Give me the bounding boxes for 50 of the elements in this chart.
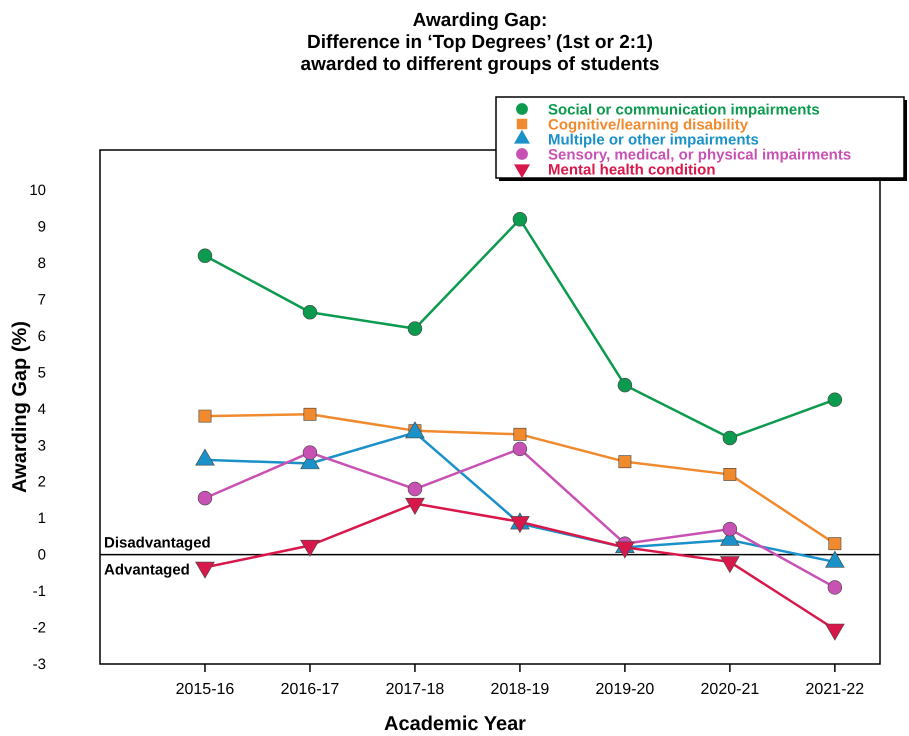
x-tick-label: 2017-18 [386,681,444,698]
x-tick-label: 2019-20 [596,681,654,698]
y-tick-label: 5 [38,364,46,382]
legend-label: Social or communication impairments [548,102,820,118]
point [512,442,528,456]
y-tick-label: -3 [32,656,46,673]
x-tick-label: 2021-22 [806,681,864,698]
x-tick-label: 2015-16 [176,681,234,698]
legend-label: Sensory, medical, or physical impairments [548,146,852,164]
y-tick-label: 6 [38,328,46,345]
legend-label: Multiple or other impairments [548,132,759,148]
point [513,428,526,441]
chart-title: Awarding Gap: Difference in ‘Top Degrees’ (1st or 2:1) awarded to different groups of students [300,10,660,75]
point [828,537,842,550]
y-tick-label: 9 [38,218,46,236]
annotation: Advantaged [104,562,190,579]
point [512,212,528,226]
point [723,468,736,481]
y-axis-title: Awarding Gap (%) [9,321,31,493]
point [408,482,422,496]
x-tick-label: 2020-21 [700,681,760,698]
y-tick-label: 8 [38,255,46,272]
x-tick-label: 2018-19 [490,681,550,698]
point [302,445,318,460]
point [408,321,422,336]
point [198,490,212,506]
point [302,305,318,320]
y-tick-label: -2 [32,620,46,637]
legend-label: Mental health condition [548,162,716,178]
x-tick-label: 2016-17 [280,681,340,698]
point [198,410,212,423]
y-tick-label: 3 [38,437,46,454]
point [828,392,842,407]
point [722,430,738,446]
y-tick-label: 0 [38,546,46,564]
x-axis-title: Academic Year [384,713,526,735]
point [618,378,632,392]
y-tick-label: 10 [29,182,46,200]
point [722,522,738,536]
point [828,580,842,595]
point [198,248,212,263]
y-tick-label: 4 [38,400,46,418]
y-tick-label: 7 [38,291,46,308]
point [304,408,316,421]
legend-label: Cognitive/learning disability [548,116,749,134]
y-tick-label: 1 [38,510,46,528]
point [618,455,632,468]
y-tick-label: 2 [38,474,46,491]
y-tick-label: -1 [32,583,46,600]
annotation: Disadvantaged [104,534,211,552]
